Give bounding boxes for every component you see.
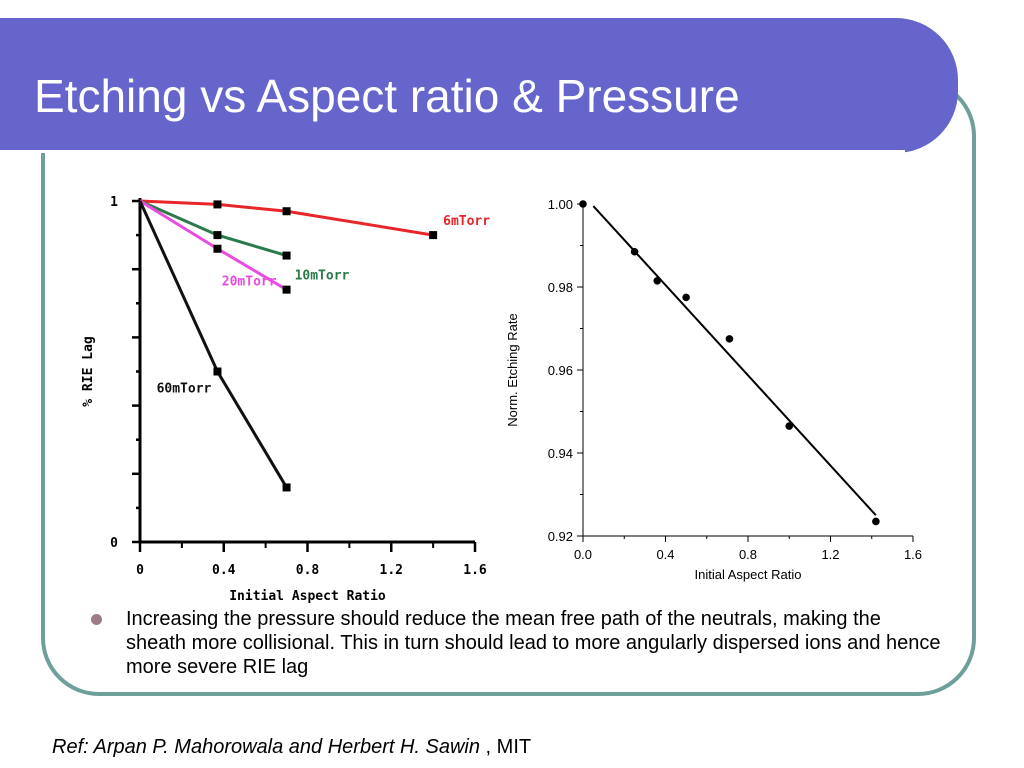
data-marker xyxy=(282,483,291,492)
reference: Ref: Arpan P. Mahorowala and Herbert H. … xyxy=(52,736,531,759)
data-marker xyxy=(282,207,291,216)
reference-affiliation: , MIT xyxy=(480,736,532,758)
x-tick-label: 1.2 xyxy=(821,547,839,562)
x-tick-label: 0.4 xyxy=(656,547,674,562)
x-tick-label: 1.6 xyxy=(904,547,922,562)
y-tick-label: 1.00 xyxy=(548,197,573,212)
x-tick-label: 0.4 xyxy=(212,563,236,578)
bullet-marker xyxy=(91,614,102,625)
series-line xyxy=(138,200,288,489)
y-tick-label: 0.92 xyxy=(548,529,573,544)
x-tick-label: 0 xyxy=(136,563,144,578)
data-point xyxy=(785,422,794,430)
data-point xyxy=(579,200,587,208)
data-point xyxy=(682,293,690,302)
series-label: 6mTorr xyxy=(443,214,490,229)
x-tick-label: 0.8 xyxy=(296,563,320,578)
series-label: 10mTorr xyxy=(295,269,350,284)
series-line xyxy=(139,199,434,237)
x-tick-label: 0.0 xyxy=(574,547,592,562)
y-axis-title: % RIE Lag xyxy=(81,336,96,406)
data-marker xyxy=(282,251,291,260)
series-label: 60mTorr xyxy=(157,381,212,396)
title-bar: Etching vs Aspect ratio & Pressure xyxy=(0,18,958,153)
series-label: 20mTorr xyxy=(222,275,277,290)
data-point xyxy=(725,335,734,343)
x-tick-label: 1.6 xyxy=(463,563,487,578)
data-point xyxy=(653,276,662,285)
data-marker xyxy=(282,285,291,294)
y-axis-title: Norm. Etching Rate xyxy=(505,313,520,426)
data-marker xyxy=(429,231,438,240)
fit-line xyxy=(592,205,877,516)
x-tick-label: 1.2 xyxy=(380,563,403,578)
y-tick-label: 0.94 xyxy=(548,446,573,461)
y-tick-label: 0.96 xyxy=(548,363,573,378)
data-marker xyxy=(213,200,222,209)
data-marker xyxy=(213,231,222,240)
y-tick-label: 1 xyxy=(110,195,118,210)
slide-title: Etching vs Aspect ratio & Pressure xyxy=(34,70,740,122)
data-marker xyxy=(213,367,222,376)
data-point xyxy=(872,517,880,526)
etch-rate-chart: 0.0 0.4 0.8 1.2 1.6 0.92 0.94 0.96 0.98 1.00 Initi… xyxy=(505,197,922,582)
x-tick-label: 0.8 xyxy=(739,547,757,562)
x-axis-title: Initial Aspect Ratio xyxy=(695,567,802,582)
bullet-text: Increasing the pressure should reduce th… xyxy=(126,608,941,678)
data-point xyxy=(630,247,639,256)
reference-authors: Ref: Arpan P. Mahorowala and Herbert H. … xyxy=(52,736,480,758)
x-axis-title: Initial Aspect Ratio xyxy=(229,589,386,604)
title-underline xyxy=(0,150,905,153)
rie-lag-chart: 0 0.4 0.8 1.2 1.6 0 1 Initial Aspect Ratio % RIE… xyxy=(81,195,490,604)
y-tick-label: 0 xyxy=(110,536,118,551)
y-tick-label: 0.98 xyxy=(548,280,573,295)
data-marker xyxy=(213,244,222,253)
content-frame xyxy=(41,78,976,696)
